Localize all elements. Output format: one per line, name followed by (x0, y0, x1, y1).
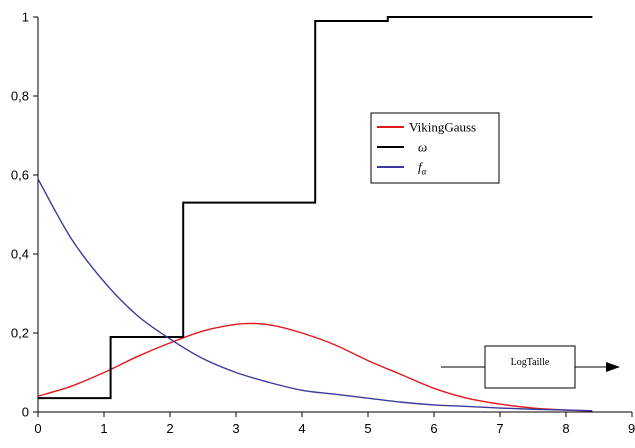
x-tick-label: 5 (364, 421, 371, 436)
y-tick-label: 0,4 (11, 247, 29, 262)
legend-label: ω (418, 140, 427, 155)
y-tick-label: 0,8 (11, 89, 29, 104)
x-tick-label: 4 (298, 421, 305, 436)
y-tick-label: 0 (22, 405, 29, 420)
series-line-f-alpha (37, 178, 593, 412)
x-tick-label: 7 (496, 421, 503, 436)
y-tick-label: 0,2 (11, 326, 29, 341)
legend: VikingGauss ω fα (370, 112, 500, 184)
x-tick-label: 6 (430, 421, 437, 436)
x-tick-label: 2 (166, 421, 173, 436)
x-tick-label: 3 (232, 421, 239, 436)
x-tick-label: 8 (562, 421, 569, 436)
legend-label: fα (418, 160, 427, 177)
series-line-vikinggauss (37, 322, 593, 412)
x-tick-label: 1 (100, 421, 107, 436)
legend-label: VikingGauss (409, 120, 476, 135)
annotation-box (484, 345, 576, 389)
series-lines (37, 16, 593, 412)
annotation-label: LogTaille (511, 357, 550, 368)
axes: 0 0,2 0,4 0,6 0,8 1 0 1 2 3 4 5 6 7 8 9 (11, 10, 635, 437)
x-tick-label: 9 (628, 421, 635, 436)
y-tick-label: 1 (22, 10, 29, 25)
annotation-arrow-head (606, 362, 620, 372)
x-tick-label: 0 (34, 421, 41, 436)
series-line-omega (38, 16, 593, 400)
annotation: LogTaille (441, 345, 620, 389)
y-tick-label: 0,6 (11, 168, 29, 183)
